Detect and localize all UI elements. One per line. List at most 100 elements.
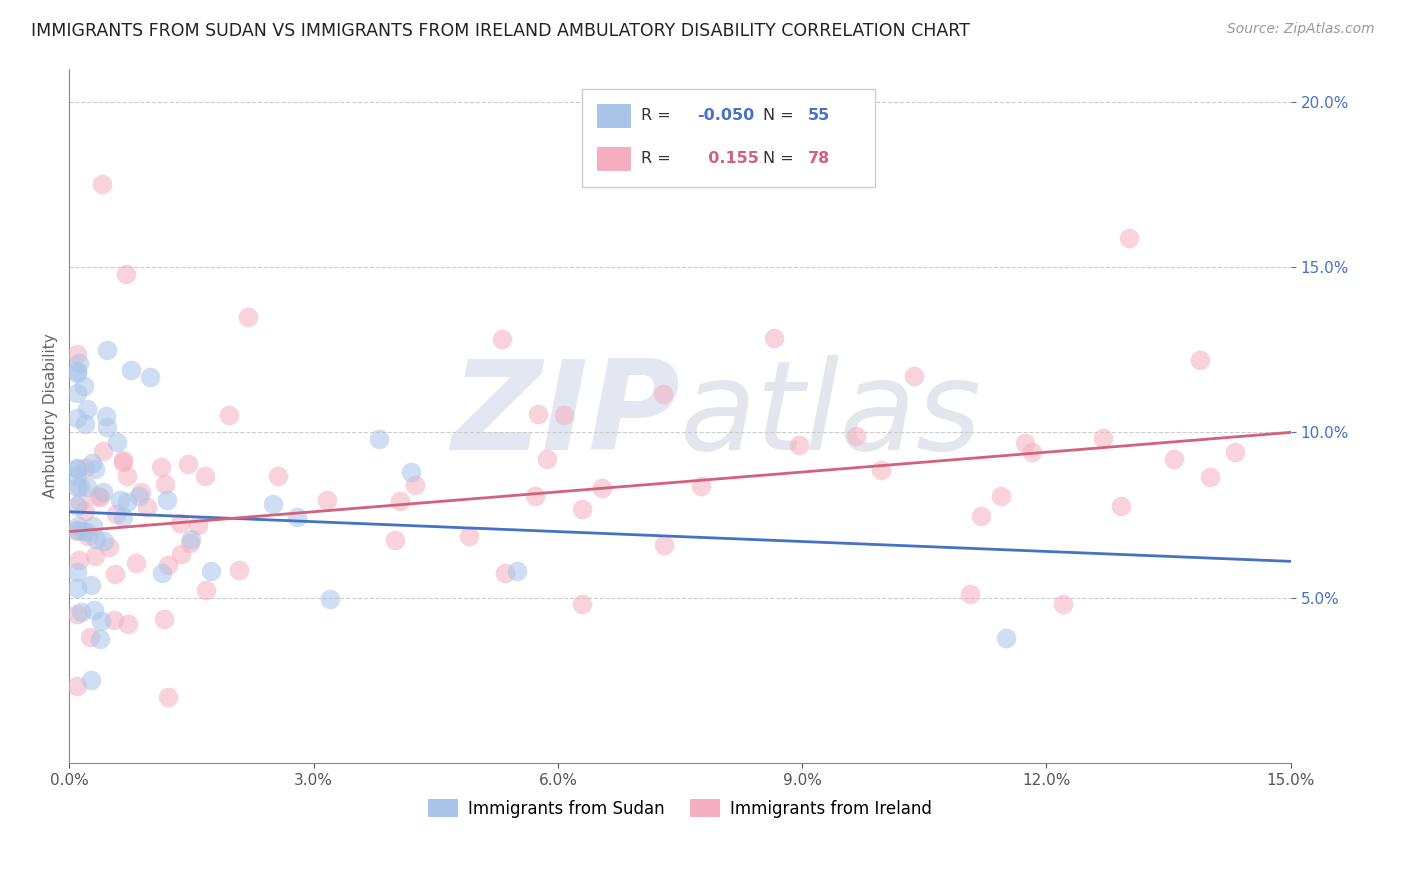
Point — [80, 578, 103, 592]
Point — [527, 407, 550, 421]
Point — [105, 508, 128, 522]
Point — [457, 529, 479, 543]
Point — [72, 524, 94, 538]
Point — [990, 489, 1012, 503]
Point — [1163, 452, 1185, 467]
Point — [98, 540, 121, 554]
Text: ZIP: ZIP — [451, 355, 681, 476]
Point — [136, 500, 159, 515]
Point — [689, 479, 711, 493]
Point — [79, 630, 101, 644]
Point — [66, 566, 89, 580]
Point — [66, 366, 89, 380]
Point — [384, 533, 406, 547]
Point — [66, 499, 89, 513]
Point — [187, 518, 209, 533]
Text: IMMIGRANTS FROM SUDAN VS IMMIGRANTS FROM IRELAND AMBULATORY DISABILITY CORRELATI: IMMIGRANTS FROM SUDAN VS IMMIGRANTS FROM… — [31, 22, 970, 40]
Point — [228, 563, 250, 577]
Point — [89, 490, 111, 504]
Point — [83, 603, 105, 617]
Point — [179, 536, 201, 550]
Point — [491, 332, 513, 346]
Point — [105, 434, 128, 449]
Point — [66, 607, 89, 621]
Point — [903, 369, 925, 384]
Point — [66, 581, 89, 595]
Point — [82, 519, 104, 533]
Point — [319, 591, 342, 606]
Text: Source: ZipAtlas.com: Source: ZipAtlas.com — [1227, 22, 1375, 37]
Point — [66, 480, 89, 494]
Point — [1199, 469, 1222, 483]
Point — [536, 451, 558, 466]
Text: -0.050: -0.050 — [697, 108, 755, 123]
Point — [115, 267, 138, 281]
Point — [150, 566, 173, 581]
Point — [120, 363, 142, 377]
Point — [76, 525, 98, 540]
Legend: Immigrants from Sudan, Immigrants from Ireland: Immigrants from Sudan, Immigrants from I… — [422, 793, 938, 824]
Point — [111, 455, 134, 469]
Point — [66, 411, 89, 425]
Point — [91, 443, 114, 458]
Point — [67, 519, 90, 533]
Point — [67, 356, 90, 370]
Point — [83, 462, 105, 476]
Point — [128, 489, 150, 503]
Point — [93, 534, 115, 549]
Point — [91, 485, 114, 500]
Point — [218, 408, 240, 422]
Text: N =: N = — [763, 152, 799, 166]
Point — [763, 331, 786, 345]
Point — [77, 529, 100, 543]
Point — [87, 489, 110, 503]
Point — [1021, 445, 1043, 459]
Point — [66, 461, 89, 475]
Point — [96, 420, 118, 434]
Point — [129, 484, 152, 499]
Point — [285, 510, 308, 524]
Point — [652, 538, 675, 552]
Text: 78: 78 — [808, 152, 831, 166]
Point — [238, 310, 260, 324]
Point — [262, 497, 284, 511]
Point — [388, 494, 411, 508]
Point — [200, 564, 222, 578]
Point — [869, 463, 891, 477]
Point — [103, 613, 125, 627]
Point — [156, 492, 179, 507]
Point — [84, 532, 107, 546]
Point — [73, 379, 96, 393]
Point — [169, 516, 191, 531]
Point — [80, 456, 103, 470]
Point — [73, 504, 96, 518]
Point — [177, 458, 200, 472]
Point — [1052, 598, 1074, 612]
Point — [90, 614, 112, 628]
Point — [108, 492, 131, 507]
Point — [138, 370, 160, 384]
Point — [571, 597, 593, 611]
Point — [524, 490, 547, 504]
Point — [66, 385, 89, 400]
Point — [169, 547, 191, 561]
Point — [267, 468, 290, 483]
Point — [117, 616, 139, 631]
Point — [84, 549, 107, 563]
Point — [117, 495, 139, 509]
Text: 55: 55 — [808, 108, 831, 123]
Point — [194, 468, 217, 483]
Point — [76, 402, 98, 417]
Point — [69, 480, 91, 494]
Point — [66, 462, 89, 476]
Point — [156, 558, 179, 573]
Point — [67, 553, 90, 567]
Point — [69, 494, 91, 508]
Point — [1223, 445, 1246, 459]
Point — [112, 453, 135, 467]
Point — [506, 564, 529, 578]
Point — [153, 612, 176, 626]
Point — [1118, 231, 1140, 245]
FancyBboxPatch shape — [598, 147, 631, 170]
Point — [195, 583, 218, 598]
